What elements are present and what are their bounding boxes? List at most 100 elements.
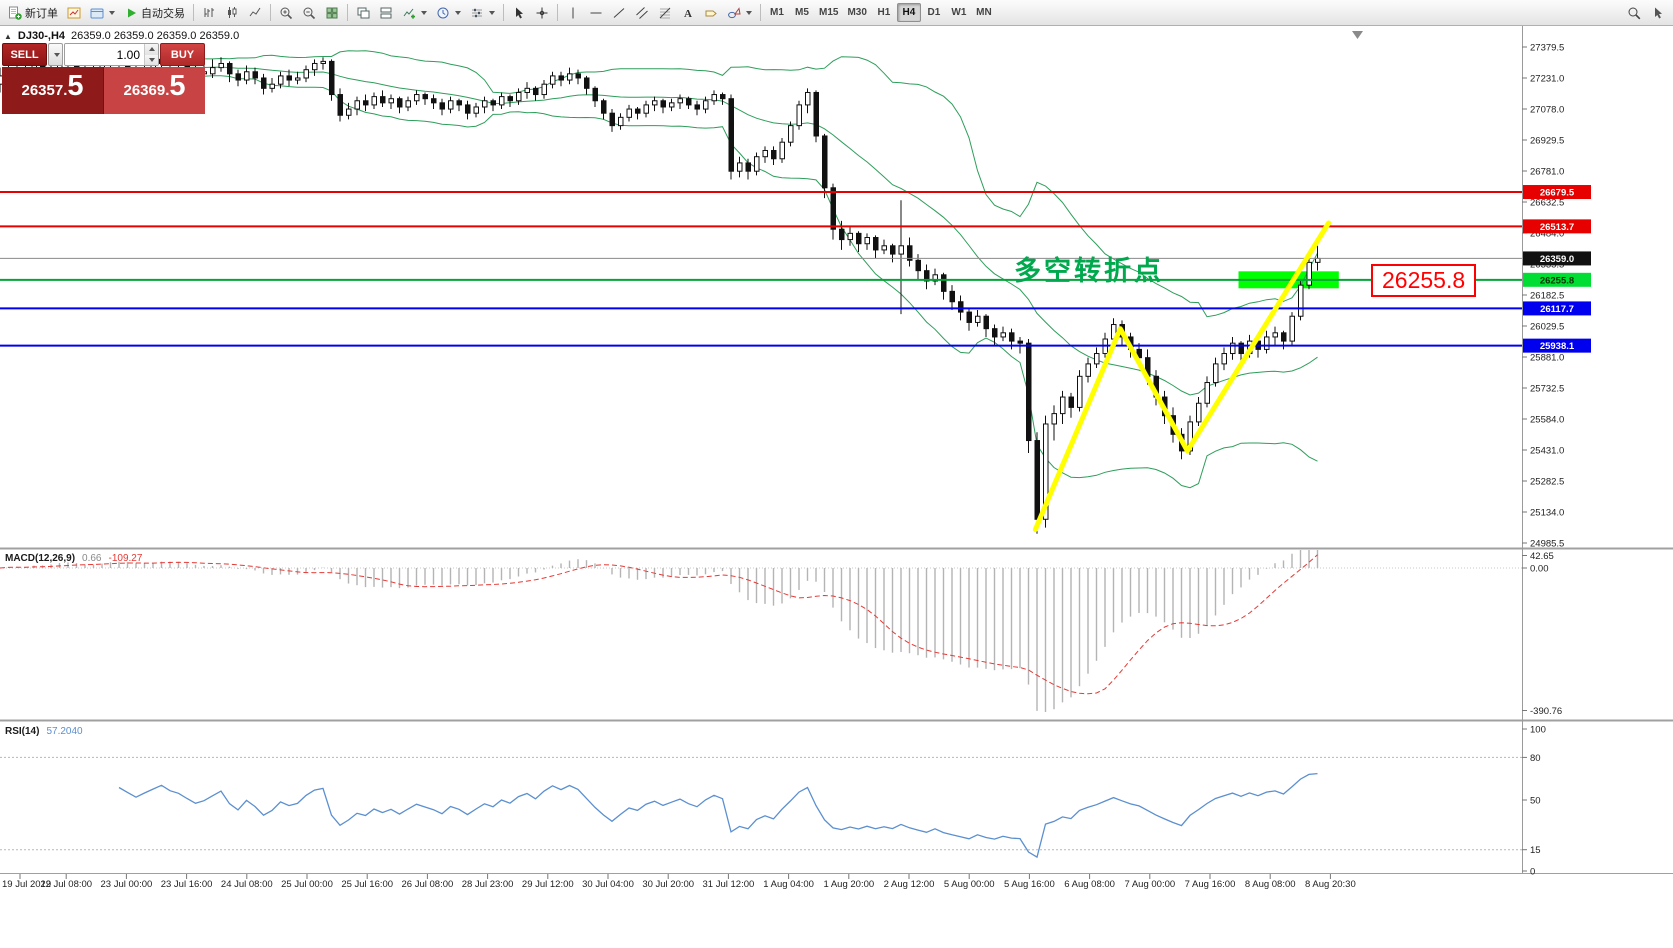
rsi-axis-label: 100 [1530, 725, 1546, 736]
price-badge-label: 26513.7 [1540, 222, 1574, 233]
trendline-tool-button[interactable] [608, 2, 630, 23]
timeframe-m1[interactable]: M1 [765, 3, 789, 22]
new-order-button[interactable]: 新订单 [4, 2, 62, 23]
buy-button[interactable]: BUY [160, 43, 205, 66]
price-axis[interactable] [1522, 26, 1673, 873]
shapes-tool-icon [727, 6, 741, 20]
line-chart-mode-button[interactable] [244, 2, 266, 23]
chart-settings-icon [470, 6, 484, 20]
price-badge-label: 26359.0 [1540, 254, 1574, 265]
vertical-line-tool-icon [566, 6, 580, 20]
new-order-icon [8, 6, 22, 20]
shapes-tool-button[interactable] [723, 2, 756, 23]
timeframe-m5[interactable]: M5 [790, 3, 814, 22]
profiles-button[interactable] [86, 2, 119, 23]
volume-stepper [144, 44, 158, 65]
timeframe-mn[interactable]: MN [972, 3, 996, 22]
new-chart-button[interactable] [63, 2, 85, 23]
toolbar-separator [760, 4, 761, 21]
price-axis-label: 25134.0 [1530, 508, 1564, 519]
timeframe-h1[interactable]: H1 [872, 3, 896, 22]
candlestick-mode-button[interactable] [221, 2, 243, 23]
timeframe-h4[interactable]: H4 [896, 3, 921, 22]
price-callout-label[interactable]: 26255.8 [1371, 264, 1477, 297]
one-click-trading-panel: SELL BUY 26357.5 26369.5 [2, 43, 205, 114]
zigzag-drawing[interactable] [1032, 220, 1332, 533]
bar-chart-mode-icon [202, 6, 216, 20]
candlestick-mode-icon [225, 6, 239, 20]
timeframe-d1[interactable]: D1 [922, 3, 946, 22]
buy-price[interactable]: 26369. 5 [104, 67, 205, 114]
timeframe-m30[interactable]: M30 [843, 3, 870, 22]
horizontal-line-tool-icon [589, 6, 603, 20]
zoom-in-button[interactable] [275, 2, 297, 23]
chart-ohlc-values: 26359.0 26359.0 26359.0 26359.0 [71, 30, 240, 42]
tile-horizontally-button[interactable] [375, 2, 397, 23]
macd-axis-label: 0.00 [1530, 564, 1549, 575]
time-axis-label: 30 Jul 20:00 [642, 879, 694, 890]
price-axis-label: 27231.0 [1530, 74, 1564, 85]
toolbar-separator [270, 4, 271, 21]
price-badge [1523, 251, 1591, 266]
rsi-axis-label: 50 [1530, 796, 1541, 807]
cursor-tool-button[interactable] [508, 2, 530, 23]
time-axis-label: 25 Jul 16:00 [341, 879, 393, 890]
vertical-line-tool-button[interactable] [562, 2, 584, 23]
timeframe-w1[interactable]: W1 [947, 3, 971, 22]
zoom-out-button[interactable] [298, 2, 320, 23]
chevron-down-icon [421, 10, 427, 15]
time-axis-label: 22 Jul 08:00 [40, 879, 92, 890]
horizontal-line-tool-button[interactable] [585, 2, 607, 23]
panel-collapse-arrow[interactable]: ▲ [4, 31, 12, 41]
chart-annotation-text[interactable]: 多空转折点 [1014, 256, 1164, 286]
pointer-button[interactable] [1647, 2, 1669, 23]
macd-panel[interactable] [0, 520, 1522, 712]
price-axis-label: 24985.5 [1530, 539, 1564, 550]
fibonacci-tool-button[interactable] [654, 2, 676, 23]
rsi-line [118, 772, 1318, 859]
indicators-button[interactable] [398, 2, 431, 23]
timeframe-m15[interactable]: M15 [815, 3, 842, 22]
label-tool-button[interactable] [700, 2, 722, 23]
tile-windows-button[interactable] [321, 2, 343, 23]
bollinger-lower-band [161, 75, 1318, 489]
time-axis-label: 23 Jul 00:00 [101, 879, 153, 890]
price-axis-label: 27078.0 [1530, 105, 1564, 116]
order-options-dropdown[interactable] [48, 43, 63, 66]
time-axis-label: 2 Aug 12:00 [884, 879, 935, 890]
toolbar-separator [193, 4, 194, 21]
rsi-panel[interactable] [0, 756, 1522, 859]
channel-tool-button[interactable] [631, 2, 653, 23]
crosshair-tool-button[interactable] [531, 2, 553, 23]
chart-settings-button[interactable] [466, 2, 499, 23]
auto-trading-button[interactable]: 自动交易 [120, 2, 189, 23]
sell-price[interactable]: 26357. 5 [2, 67, 104, 114]
volume-decrease-button[interactable] [145, 54, 158, 65]
time-axis-label: 31 Jul 12:00 [703, 879, 755, 890]
price-axis-label: 26929.5 [1530, 136, 1564, 147]
tile-windows-icon [325, 6, 339, 20]
time-axis-label: 19 Jul 2019 [2, 879, 51, 890]
text-tool-button[interactable]: A [677, 2, 699, 23]
chart-shift-marker[interactable] [1352, 31, 1363, 39]
main-chart-panel[interactable] [0, 50, 1522, 534]
price-badge [1523, 272, 1591, 287]
price-axis-label: 26781.0 [1530, 167, 1564, 178]
sell-button[interactable]: SELL [2, 43, 47, 66]
price-axis-label: 26632.5 [1530, 198, 1564, 209]
chevron-down-icon [489, 10, 495, 15]
time-axis-label: 1 Aug 20:00 [823, 879, 874, 890]
search-button[interactable] [1623, 2, 1645, 23]
rsi-axis-label: 15 [1530, 845, 1541, 856]
cascade-windows-button[interactable] [352, 2, 374, 23]
chevron-down-icon [109, 10, 115, 15]
volume-input[interactable] [65, 44, 144, 65]
rsi-axis-label: 80 [1530, 753, 1541, 764]
fibonacci-tool-icon [658, 6, 672, 20]
periods-button[interactable] [432, 2, 465, 23]
time-axis[interactable] [0, 874, 1522, 892]
channel-tool-icon [635, 6, 649, 20]
volume-increase-button[interactable] [145, 44, 158, 55]
bar-chart-mode-button[interactable] [198, 2, 220, 23]
